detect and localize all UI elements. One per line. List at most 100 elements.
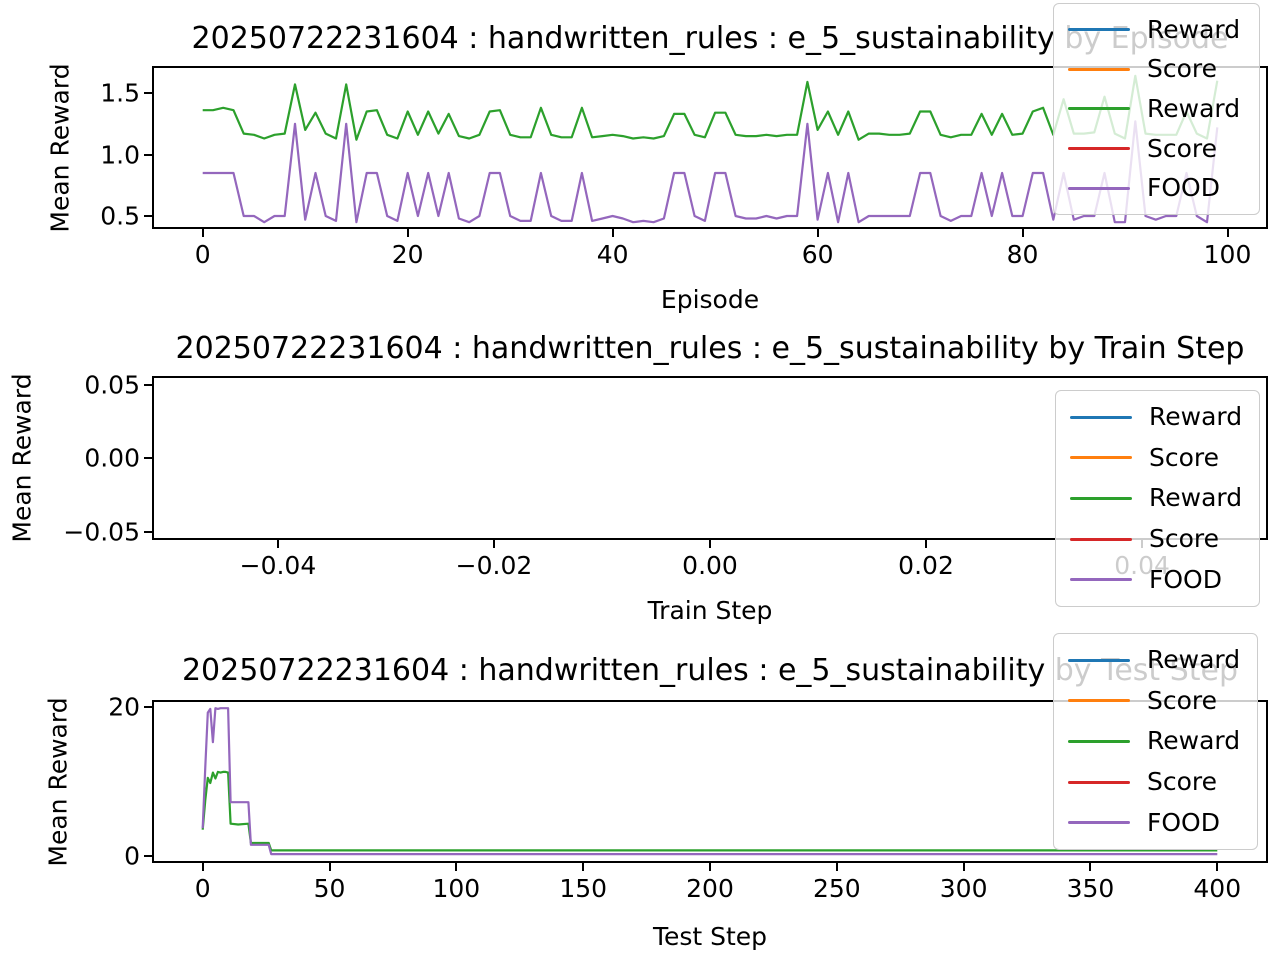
chart-trainstep-ylabel: Mean Reward bbox=[7, 373, 37, 543]
legend-line-food-icon bbox=[1068, 821, 1130, 825]
trainstep-y-tick-0.05 bbox=[144, 383, 152, 386]
teststep-x-tick-250 bbox=[835, 863, 838, 871]
legend-line-reward-icon bbox=[1068, 107, 1130, 111]
episode-food-line bbox=[202, 120, 1219, 224]
episode-legend: Reward Score Reward Score FOOD bbox=[1053, 3, 1260, 215]
chart-teststep-ylabel: Mean Reward bbox=[43, 697, 73, 867]
episode-plot-lines bbox=[202, 74, 1219, 224]
legend-entry-score: Score bbox=[1068, 762, 1249, 802]
legend-entry-food: FOOD bbox=[1070, 560, 1251, 600]
trainstep-y-tick-−0.05 bbox=[144, 530, 152, 533]
chart-episode-xlabel: Episode bbox=[660, 285, 760, 314]
trainstep-x-tick-0.02 bbox=[925, 540, 928, 548]
episode-y-tick-1.5 bbox=[144, 92, 152, 94]
teststep-x-tick-0 bbox=[201, 863, 204, 871]
episode-x-tick-100 bbox=[1226, 229, 1229, 237]
legend-line-food-icon bbox=[1070, 578, 1132, 582]
episode-y-tick-label-1.5: 1.5 bbox=[100, 78, 140, 108]
legend-line-score-icon bbox=[1068, 699, 1130, 703]
teststep-x-tick-label-300: 300 bbox=[939, 874, 988, 903]
legend-label: Score bbox=[1147, 133, 1218, 163]
trainstep-x-tick-label-−0.02: −0.02 bbox=[455, 551, 533, 580]
episode-y-tick-label-0.5: 0.5 bbox=[100, 201, 140, 231]
legend-label: Reward bbox=[1147, 14, 1241, 44]
legend-entry-reward: Reward bbox=[1068, 89, 1251, 129]
teststep-x-tick-label-100: 100 bbox=[432, 874, 481, 903]
legend-line-reward-icon bbox=[1070, 496, 1132, 500]
legend-label: Reward bbox=[1149, 402, 1243, 432]
legend-entry-score: Score bbox=[1068, 50, 1251, 90]
trainstep-legend: Reward Score Reward Score FOOD bbox=[1055, 390, 1260, 607]
trainstep-x-tick-label-−0.04: −0.04 bbox=[239, 551, 317, 580]
legend-entry-reward: Reward bbox=[1068, 10, 1251, 50]
legend-line-reward-icon bbox=[1068, 739, 1130, 743]
chart-trainstep-xlabel: Train Step bbox=[647, 596, 773, 625]
legend-label: Score bbox=[1147, 767, 1218, 797]
teststep-reward-line bbox=[201, 770, 1218, 852]
episode-x-tick-label-60: 60 bbox=[801, 240, 834, 269]
teststep-plot-lines bbox=[201, 707, 1218, 856]
legend-label: Reward bbox=[1149, 483, 1243, 513]
legend-entry-food: FOOD bbox=[1068, 168, 1251, 208]
trainstep-y-tick-label-0.05: 0.05 bbox=[84, 370, 140, 400]
teststep-x-tick-350 bbox=[1089, 863, 1092, 871]
teststep-y-tick-20 bbox=[144, 706, 152, 709]
teststep-x-tick-label-50: 50 bbox=[313, 874, 346, 903]
legend-label: FOOD bbox=[1149, 564, 1222, 594]
teststep-x-tick-label-150: 150 bbox=[559, 874, 608, 903]
legend-entry-reward: Reward bbox=[1070, 478, 1251, 518]
trainstep-x-tick-−0.04 bbox=[276, 540, 279, 548]
chart-trainstep-title: 20250722231604 : handwritten_rules : e_5… bbox=[175, 331, 1245, 366]
legend-line-reward-icon bbox=[1068, 28, 1130, 32]
chart-episode-ylabel: Mean Reward bbox=[45, 63, 75, 233]
chart-teststep-xlabel: Test Step bbox=[652, 922, 768, 951]
legend-label: Reward bbox=[1147, 726, 1241, 756]
legend-line-reward-icon bbox=[1068, 658, 1130, 662]
teststep-x-tick-200 bbox=[709, 863, 711, 871]
teststep-x-tick-300 bbox=[962, 863, 965, 871]
teststep-food-line bbox=[201, 707, 1218, 856]
legend-entry-reward: Reward bbox=[1068, 640, 1249, 680]
trainstep-x-tick-label-0.02: 0.02 bbox=[898, 551, 954, 580]
legend-entry-score: Score bbox=[1070, 438, 1251, 478]
legend-label: Score bbox=[1147, 54, 1218, 84]
legend-line-score-icon bbox=[1068, 147, 1130, 151]
episode-x-tick-0 bbox=[201, 229, 204, 237]
legend-label: Score bbox=[1147, 685, 1218, 715]
episode-y-tick-label-1.0: 1.0 bbox=[100, 140, 140, 169]
trainstep-x-tick-−0.02 bbox=[492, 540, 495, 548]
legend-entry-reward: Reward bbox=[1068, 721, 1249, 761]
legend-entry-score: Score bbox=[1070, 519, 1251, 559]
episode-x-tick-label-0: 0 bbox=[194, 240, 211, 269]
legend-line-reward-icon bbox=[1070, 415, 1132, 419]
legend-label: Score bbox=[1149, 524, 1220, 554]
episode-x-tick-label-40: 40 bbox=[596, 240, 629, 269]
teststep-x-tick-label-400: 400 bbox=[1193, 874, 1242, 903]
teststep-y-tick-label-0: 0 bbox=[124, 841, 140, 871]
legend-entry-score: Score bbox=[1068, 129, 1251, 169]
legend-line-score-icon bbox=[1068, 780, 1130, 784]
legend-line-score-icon bbox=[1068, 67, 1130, 71]
teststep-x-tick-400 bbox=[1216, 863, 1219, 871]
trainstep-x-tick-0.00 bbox=[709, 540, 711, 548]
episode-y-tick-0.5 bbox=[144, 215, 152, 218]
teststep-x-tick-label-0: 0 bbox=[194, 874, 211, 903]
episode-x-tick-20 bbox=[406, 229, 409, 237]
episode-x-tick-40 bbox=[611, 229, 614, 237]
episode-reward-line bbox=[202, 74, 1219, 141]
legend-label: FOOD bbox=[1147, 173, 1220, 203]
teststep-x-tick-label-350: 350 bbox=[1066, 874, 1115, 903]
episode-x-tick-label-80: 80 bbox=[1006, 240, 1039, 269]
trainstep-y-tick-0.00 bbox=[144, 457, 152, 460]
episode-x-tick-80 bbox=[1021, 229, 1024, 237]
trainstep-y-tick-label-0.00: 0.00 bbox=[84, 443, 140, 473]
teststep-x-tick-label-250: 250 bbox=[812, 874, 861, 903]
trainstep-x-tick-label-0.00: 0.00 bbox=[682, 551, 738, 580]
trainstep-y-tick-label-−0.05: −0.05 bbox=[63, 517, 140, 547]
episode-x-tick-label-20: 20 bbox=[391, 240, 424, 269]
legend-line-score-icon bbox=[1070, 537, 1132, 541]
legend-label: FOOD bbox=[1147, 807, 1220, 837]
episode-y-tick-1.0 bbox=[144, 153, 152, 156]
legend-entry-food: FOOD bbox=[1068, 803, 1249, 843]
